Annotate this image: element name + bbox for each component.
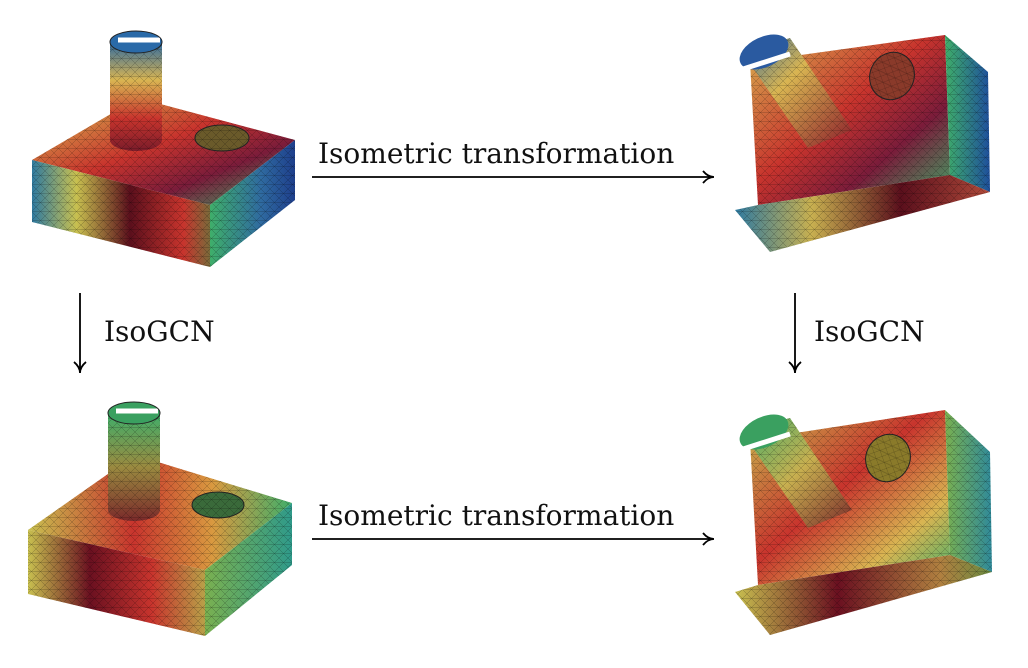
top-arrow-label: Isometric transformation — [318, 137, 675, 170]
mesh-model-input-transformed — [735, 34, 990, 252]
mesh-model-input-original — [32, 30, 295, 267]
mesh-model-output-original — [28, 401, 292, 636]
left-arrow-label: IsoGCN — [104, 315, 215, 348]
right-arrow-label: IsoGCN — [814, 315, 925, 348]
bottom-arrow-label: Isometric transformation — [318, 499, 675, 532]
mesh-model-output-transformed — [735, 410, 992, 635]
